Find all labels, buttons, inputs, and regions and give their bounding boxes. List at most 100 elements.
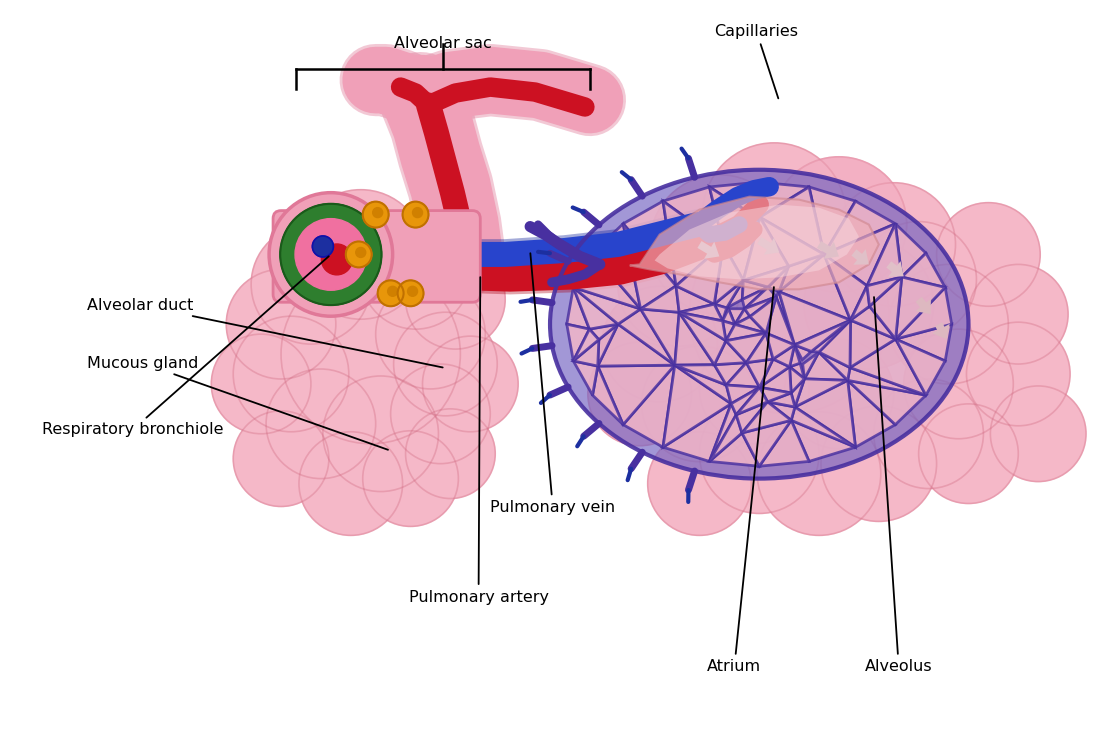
Circle shape (699, 394, 819, 513)
Circle shape (266, 369, 375, 478)
Text: Pulmonary vein: Pulmonary vein (490, 253, 615, 515)
Polygon shape (735, 309, 750, 324)
Polygon shape (675, 312, 715, 365)
Polygon shape (590, 324, 618, 340)
Polygon shape (592, 366, 623, 425)
Polygon shape (723, 309, 735, 324)
Text: Respiratory bronchiole: Respiratory bronchiole (42, 256, 328, 437)
Polygon shape (760, 187, 824, 254)
Polygon shape (573, 253, 640, 309)
Polygon shape (623, 201, 676, 286)
Polygon shape (598, 324, 675, 366)
Polygon shape (746, 359, 773, 388)
Circle shape (363, 431, 458, 527)
Polygon shape (760, 388, 791, 402)
FancyArrow shape (932, 322, 949, 339)
Circle shape (588, 342, 691, 446)
Circle shape (388, 286, 398, 296)
Polygon shape (675, 365, 732, 404)
Polygon shape (663, 201, 724, 286)
Polygon shape (735, 316, 766, 333)
Polygon shape (824, 224, 896, 286)
Polygon shape (819, 320, 850, 368)
Polygon shape (768, 266, 789, 292)
Polygon shape (675, 365, 726, 385)
Polygon shape (760, 217, 824, 266)
Text: Alveolar sac: Alveolar sac (394, 36, 491, 51)
Polygon shape (736, 388, 767, 415)
Polygon shape (679, 312, 726, 341)
Circle shape (391, 364, 490, 464)
Polygon shape (728, 309, 745, 324)
Circle shape (991, 386, 1086, 481)
Circle shape (296, 190, 426, 319)
Text: Alveolar duct: Alveolar duct (87, 298, 442, 368)
Polygon shape (791, 379, 804, 407)
Polygon shape (779, 254, 824, 292)
Polygon shape (724, 217, 760, 280)
Circle shape (873, 379, 983, 489)
Polygon shape (850, 307, 896, 339)
Polygon shape (760, 359, 790, 388)
Polygon shape (848, 380, 926, 425)
Polygon shape (809, 187, 856, 254)
Circle shape (784, 339, 894, 449)
Circle shape (373, 208, 383, 217)
Polygon shape (819, 352, 850, 380)
Polygon shape (791, 420, 856, 461)
FancyArrow shape (886, 261, 904, 277)
Circle shape (323, 376, 439, 492)
Circle shape (968, 264, 1068, 364)
Polygon shape (726, 385, 760, 404)
Circle shape (322, 244, 352, 275)
Polygon shape (732, 388, 760, 415)
Polygon shape (655, 205, 859, 279)
FancyBboxPatch shape (273, 211, 480, 302)
FancyArrow shape (817, 241, 839, 259)
Polygon shape (850, 339, 926, 395)
Polygon shape (896, 339, 945, 395)
Polygon shape (746, 333, 773, 362)
Circle shape (703, 143, 846, 286)
Circle shape (861, 222, 976, 337)
FancyArrow shape (915, 297, 930, 314)
Polygon shape (676, 245, 724, 304)
Polygon shape (867, 277, 901, 307)
Polygon shape (790, 363, 804, 379)
Polygon shape (663, 404, 732, 461)
Polygon shape (791, 407, 856, 447)
Circle shape (233, 316, 349, 432)
Circle shape (966, 322, 1070, 426)
Circle shape (936, 202, 1040, 307)
Polygon shape (824, 254, 867, 320)
Polygon shape (743, 217, 789, 280)
Polygon shape (709, 182, 760, 215)
Polygon shape (896, 287, 952, 339)
Text: Pulmonary artery: Pulmonary artery (409, 278, 548, 605)
Circle shape (699, 334, 809, 443)
Circle shape (281, 264, 460, 443)
Polygon shape (745, 297, 776, 316)
Polygon shape (848, 380, 896, 447)
Polygon shape (573, 361, 598, 395)
Polygon shape (598, 324, 618, 366)
Polygon shape (773, 345, 794, 367)
Polygon shape (715, 341, 746, 365)
Polygon shape (794, 345, 811, 360)
Circle shape (648, 432, 752, 536)
Polygon shape (663, 365, 732, 447)
Polygon shape (724, 215, 760, 245)
Polygon shape (715, 362, 746, 385)
Circle shape (346, 242, 372, 267)
Polygon shape (709, 433, 760, 466)
Polygon shape (743, 266, 789, 287)
FancyArrow shape (697, 241, 719, 259)
Circle shape (689, 214, 889, 414)
Polygon shape (727, 280, 743, 308)
Polygon shape (679, 312, 726, 365)
Circle shape (804, 240, 934, 369)
Circle shape (889, 264, 1009, 384)
Polygon shape (566, 287, 590, 329)
Polygon shape (750, 297, 776, 333)
Polygon shape (723, 321, 735, 341)
